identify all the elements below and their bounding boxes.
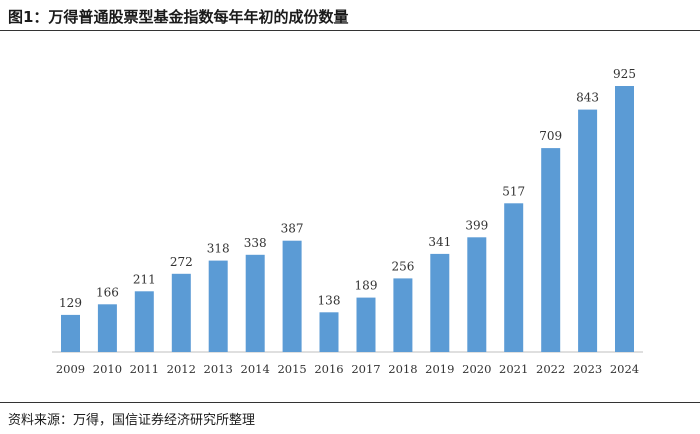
bar-2020	[467, 237, 487, 352]
source-divider	[0, 402, 700, 403]
bar-2023	[578, 109, 598, 352]
data-label-2009: 129	[59, 296, 82, 310]
x-tick-label-2018: 2018	[388, 362, 417, 376]
data-label-2018: 256	[391, 259, 414, 273]
bar-2012	[171, 273, 191, 352]
x-tick-label-2019: 2019	[425, 362, 454, 376]
bar-2016	[319, 312, 339, 352]
bar-2015	[282, 240, 302, 352]
bar-2017	[356, 297, 376, 352]
data-label-2016: 138	[318, 293, 341, 307]
bar-2018	[393, 278, 413, 352]
bar-2019	[430, 253, 450, 352]
data-label-2012: 272	[170, 255, 193, 269]
x-tick-label-2021: 2021	[499, 362, 528, 376]
bar-2021	[504, 203, 524, 352]
data-label-2024: 925	[613, 67, 636, 81]
bar-2024	[615, 86, 634, 352]
data-label-2010: 166	[96, 285, 119, 299]
bar-2014	[245, 254, 265, 352]
x-tick-label-2023: 2023	[573, 362, 602, 376]
data-label-2021: 517	[502, 184, 525, 198]
source-note: 资料来源：万得，国信证券经济研究所整理	[8, 413, 256, 428]
bar-2013	[208, 260, 228, 352]
x-tick-label-2015: 2015	[277, 362, 306, 376]
x-tick-label-2017: 2017	[351, 362, 380, 376]
data-label-2011: 211	[133, 272, 156, 286]
data-label-2017: 189	[355, 279, 378, 293]
data-label-2022: 709	[539, 129, 562, 143]
data-label-2020: 399	[465, 218, 488, 232]
x-tick-label-2012: 2012	[167, 362, 196, 376]
title-divider	[0, 30, 700, 31]
figure-title: 图1：万得普通股票型基金指数每年年初的成份数量	[8, 8, 349, 26]
data-label-2015: 387	[281, 222, 304, 236]
x-tick-label-2011: 2011	[130, 362, 159, 376]
bar-chart: 129 2009 166 2010 211 2011 272 2012 318 2013 338 20…	[52, 67, 643, 376]
data-label-2013: 318	[207, 242, 230, 256]
data-label-2014: 338	[244, 236, 267, 250]
x-tick-label-2024: 2024	[610, 362, 639, 376]
bar-2022	[541, 148, 561, 352]
x-tick-label-2013: 2013	[204, 362, 233, 376]
x-tick-label-2016: 2016	[314, 362, 343, 376]
x-tick-label-2022: 2022	[536, 362, 565, 376]
bar-2011	[134, 291, 154, 352]
x-tick-label-2010: 2010	[93, 362, 122, 376]
data-label-2023: 843	[576, 91, 599, 105]
x-tick-label-2020: 2020	[462, 362, 491, 376]
bar-2009	[61, 314, 80, 352]
data-label-2019: 341	[428, 235, 451, 249]
x-tick-label-2009: 2009	[56, 362, 85, 376]
x-tick-label-2014: 2014	[241, 362, 270, 376]
bar-2010	[97, 304, 117, 352]
